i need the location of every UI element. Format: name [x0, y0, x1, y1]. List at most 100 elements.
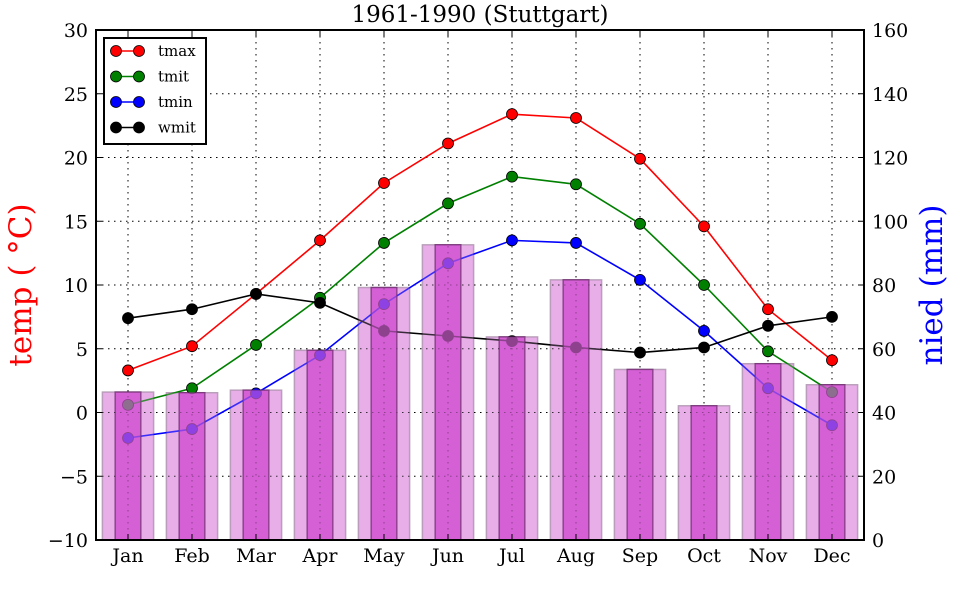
chart-title: 1961-1990 (Stuttgart) — [351, 2, 608, 28]
point-tmax-feb — [186, 340, 198, 353]
y-left-tick-label: 0 — [76, 403, 88, 425]
point-tmin-jul — [506, 234, 518, 247]
axis-ticks: −10 −5 0 5 10 15 20 25 30 0 20 40 60 80 100 120 140 160 Ja… — [48, 20, 908, 567]
y-right-tick-label: 20 — [872, 466, 896, 488]
legend: tmax tmit tmin wmit — [103, 37, 207, 145]
precip-bar-tint — [498, 336, 526, 541]
legend-marker — [110, 45, 122, 57]
y-axis-left-label: temp ( °C) — [3, 203, 39, 366]
precip-bar-tint — [434, 244, 462, 541]
y-right-tick-label: 60 — [872, 339, 896, 361]
series-tmax — [122, 108, 838, 377]
legend-label-tmit: tmit — [158, 68, 189, 86]
legend-label-tmin: tmin — [158, 93, 193, 111]
temperature-series — [102, 108, 858, 541]
y-left-tick-label: 20 — [64, 148, 88, 170]
point-wmit-sep — [634, 346, 646, 359]
x-tick-label-dec: Dec — [813, 545, 850, 567]
x-tick-label-mar: Mar — [236, 545, 277, 567]
point-tmax-dec — [826, 354, 838, 367]
precip-bar-tint — [114, 391, 142, 541]
point-tmit-nov — [762, 345, 774, 358]
point-tmit-sep — [634, 217, 646, 230]
point-tmin-oct — [698, 324, 710, 337]
point-tmax-sep — [634, 152, 646, 165]
legend-item-tmin: tmin — [110, 93, 193, 111]
y-right-tick-label: 100 — [872, 211, 908, 233]
legend-item-wmit: wmit — [110, 119, 196, 137]
x-tick-label-nov: Nov — [749, 545, 788, 567]
point-wmit-dec — [826, 310, 838, 323]
line-wmit — [127, 293, 833, 354]
point-tmit-may — [378, 237, 390, 249]
precip-bar-tint — [818, 384, 846, 541]
x-tick-label-may: May — [363, 545, 405, 567]
point-wmit-feb — [186, 303, 198, 316]
y-right-tick-label: 120 — [872, 148, 908, 170]
precip-bar-tint — [754, 363, 782, 541]
precip-bar-tint — [370, 286, 398, 541]
legend-marker — [133, 45, 145, 57]
y-right-tick-label: 40 — [872, 403, 896, 425]
x-tick-label-jul: Jul — [497, 545, 525, 567]
x-tick-label-feb: Feb — [174, 545, 210, 567]
precip-bar-tint — [690, 405, 718, 541]
legend-label-tmax: tmax — [158, 42, 196, 60]
series-wmit — [122, 288, 838, 359]
point-tmax-jan — [122, 364, 134, 377]
point-wmit-nov — [762, 319, 774, 332]
point-tmin-sep — [634, 273, 646, 286]
point-wmit-apr — [314, 296, 326, 309]
y-axis-right-label: nied (mm) — [914, 205, 950, 366]
point-tmax-apr — [314, 234, 326, 247]
point-wmit-oct — [698, 341, 710, 354]
x-tick-label-apr: Apr — [302, 545, 339, 567]
y-right-tick-label: 0 — [872, 530, 884, 552]
precip-bar-tint — [178, 392, 206, 541]
precip-bar-tint — [242, 389, 270, 541]
point-tmit-oct — [698, 279, 710, 291]
point-tmin-aug — [570, 237, 582, 249]
point-wmit-jan — [122, 312, 134, 325]
y-right-tick-label: 160 — [872, 20, 908, 42]
x-tick-label-jun: Jun — [430, 545, 464, 567]
legend-marker — [110, 96, 122, 108]
precip-bar-tint — [306, 349, 334, 541]
point-wmit-mar — [250, 288, 262, 300]
series-tmit — [122, 170, 838, 411]
y-left-tick-label: 15 — [64, 211, 88, 233]
point-tmit-aug — [570, 178, 582, 191]
y-left-tick-label: 25 — [64, 84, 88, 106]
point-tmit-feb — [186, 382, 198, 395]
point-tmax-nov — [762, 303, 774, 316]
x-tick-label-jan: Jan — [110, 545, 143, 567]
point-tmax-jun — [442, 137, 454, 150]
y-left-tick-label: 30 — [64, 20, 88, 42]
precip-bar-tint — [562, 279, 590, 541]
precip-bar-tint — [626, 368, 654, 541]
legend-item-tmax: tmax — [110, 42, 196, 60]
legend-marker — [133, 96, 145, 108]
y-left-tick-label: 10 — [64, 275, 88, 297]
point-tmax-aug — [570, 112, 582, 124]
line-tmit — [127, 175, 833, 406]
y-right-tick-label: 80 — [872, 275, 896, 297]
legend-marker — [133, 70, 145, 83]
legend-marker — [133, 121, 145, 134]
point-tmit-jul — [506, 170, 518, 183]
point-tmit-mar — [250, 339, 262, 351]
y-left-tick-label: −10 — [48, 530, 88, 552]
legend-marker — [110, 121, 122, 134]
point-tmax-jul — [506, 108, 518, 121]
legend-item-tmit: tmit — [110, 68, 189, 86]
y-right-tick-label: 140 — [872, 84, 908, 106]
point-tmit-jun — [442, 197, 454, 210]
legend-marker — [110, 70, 122, 83]
y-left-tick-label: 5 — [76, 339, 88, 361]
x-tick-label-sep: Sep — [622, 545, 658, 567]
line-tmax — [127, 113, 833, 372]
y-left-tick-label: −5 — [60, 466, 88, 488]
legend-label-wmit: wmit — [158, 119, 196, 137]
point-tmax-may — [378, 177, 390, 189]
